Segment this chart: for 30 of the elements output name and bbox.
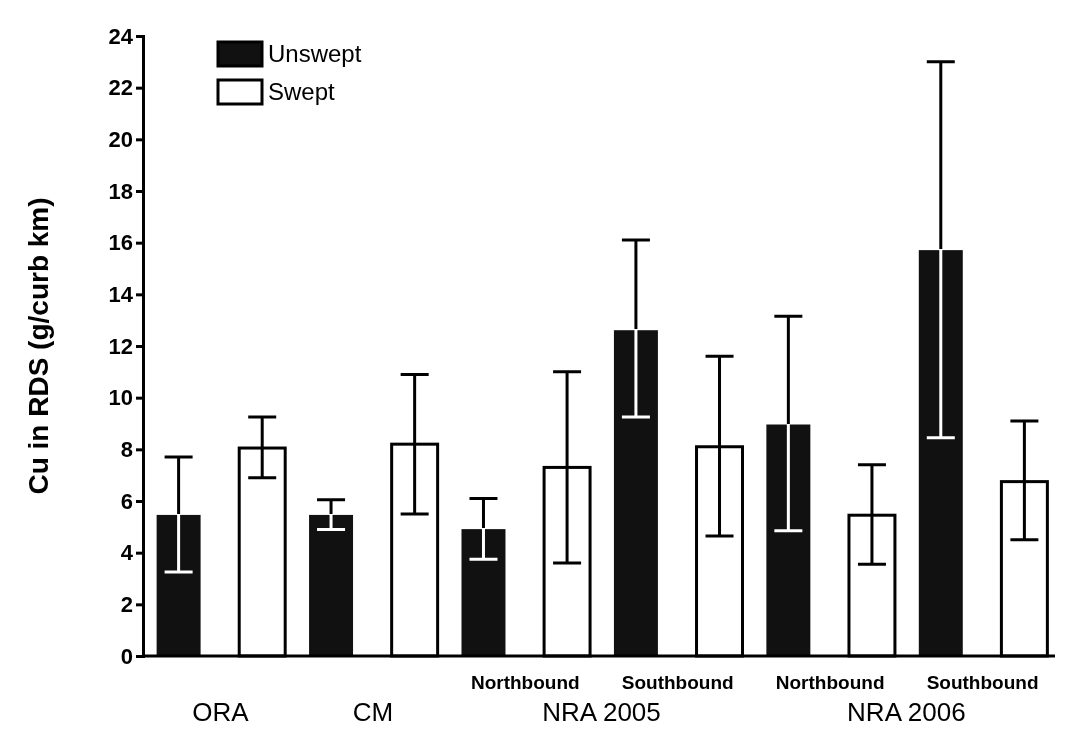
y-tick-label: 10 <box>108 385 133 411</box>
y-tick-label: 12 <box>108 333 133 359</box>
y-tick-label: 16 <box>108 230 133 256</box>
y-tick-label: 4 <box>120 540 134 566</box>
text: NRA 2006 <box>847 697 966 727</box>
y-tick-label: 8 <box>120 436 133 462</box>
legend-label: Unswept <box>268 40 362 67</box>
y-tick-label: 0 <box>120 643 133 669</box>
x-tick-label: CM <box>352 697 394 727</box>
x-tick-label: Northbound <box>775 672 885 693</box>
x-tick-label: ORA <box>192 697 250 727</box>
bar <box>154 512 203 657</box>
bar <box>307 512 356 657</box>
y-tick-label: 20 <box>108 126 133 152</box>
y-tick-label: 18 <box>108 178 133 204</box>
bar <box>764 422 813 657</box>
x-tick-label: Southbound <box>926 672 1039 693</box>
y-axis-title: Cu in RDS (g/curb km) <box>23 197 54 495</box>
y-tick-label: 2 <box>120 591 133 617</box>
bar <box>916 248 965 657</box>
y-tick-label: 22 <box>108 75 133 101</box>
bar <box>611 328 660 657</box>
text: NRA 2005 <box>542 697 661 727</box>
y-tick-label: 6 <box>120 488 133 514</box>
bar <box>459 527 508 657</box>
y-tick-label: 24 <box>108 23 134 49</box>
x-tick-label: Northbound <box>470 672 580 693</box>
x-tick-label: Southbound <box>621 672 734 693</box>
legend-label: Swept <box>268 78 336 105</box>
y-tick-label: 14 <box>108 281 134 307</box>
